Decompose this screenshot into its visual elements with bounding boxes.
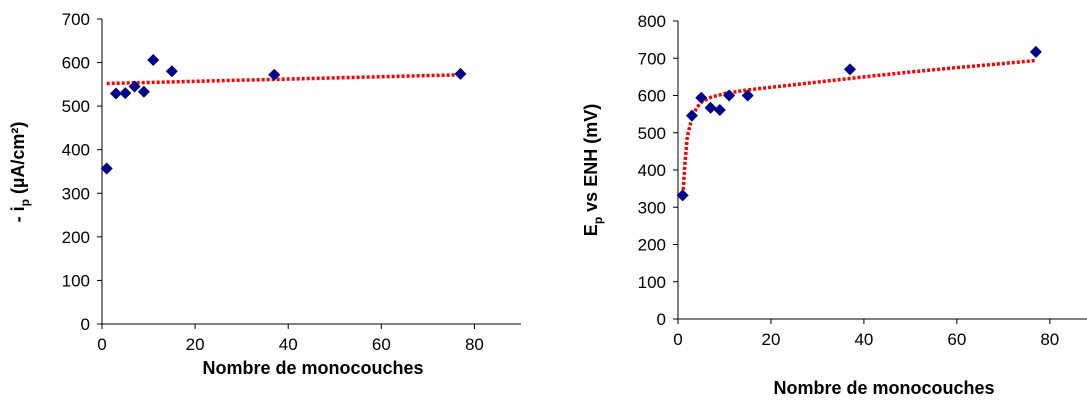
data-point <box>137 85 150 98</box>
y-tick-label: 400 <box>62 141 90 160</box>
data-point <box>165 65 178 78</box>
trendline <box>680 58 1037 200</box>
trendline <box>106 73 461 86</box>
x-tick-label: 0 <box>673 330 682 349</box>
data-point <box>695 91 708 104</box>
data-point <box>713 104 726 117</box>
x-tick-label: 20 <box>186 335 205 354</box>
x-tick-label: 60 <box>947 330 966 349</box>
x-tick-label: 80 <box>1040 330 1059 349</box>
x-axis-label: Nombre de monocouches <box>202 358 423 378</box>
y-tick-label: 0 <box>657 310 666 329</box>
y-tick-label: 100 <box>62 271 90 290</box>
y-tick-label: 200 <box>62 228 90 247</box>
data-point <box>685 109 698 122</box>
x-tick-label: 40 <box>854 330 873 349</box>
data-point <box>109 87 122 100</box>
data-point <box>100 162 113 175</box>
data-point <box>723 89 736 102</box>
x-tick-label: 60 <box>372 335 391 354</box>
y-tick-label: 700 <box>638 49 666 68</box>
y-axis-label: Ep vs ENH (mV) <box>581 104 605 236</box>
chart-ip-vs-monolayers: 0 100 200 300 400 500 600 700 0 20 40 60 80 Nombre … <box>8 10 521 378</box>
y-tick-label: 400 <box>638 161 666 180</box>
y-tick-label: 600 <box>638 87 666 106</box>
y-axis-label: - ip (µA/cm²) <box>8 122 32 223</box>
y-tick-label: 100 <box>638 273 666 292</box>
chart-ep-vs-monolayers: 0 100 200 300 400 500 600 700 800 0 20 40 60 80 Nomb… <box>581 12 1087 398</box>
data-point <box>119 87 132 100</box>
data-point <box>704 101 717 114</box>
data-point <box>741 89 754 102</box>
data-point <box>128 80 141 93</box>
x-tick-label: 20 <box>761 330 780 349</box>
data-point <box>454 67 467 80</box>
data-point <box>268 68 281 81</box>
data-point <box>147 53 160 66</box>
data-point <box>676 189 689 202</box>
y-tick-label: 500 <box>638 124 666 143</box>
x-tick-label: 0 <box>97 335 106 354</box>
y-tick-label: 200 <box>638 236 666 255</box>
y-tick-label: 0 <box>81 315 90 334</box>
x-tick-label: 40 <box>279 335 298 354</box>
y-tick-label: 600 <box>62 54 90 73</box>
y-tick-label: 500 <box>62 97 90 116</box>
data-point <box>843 63 856 76</box>
data-point <box>1029 45 1042 58</box>
x-axis-label: Nombre de monocouches <box>773 378 994 398</box>
y-tick-label: 800 <box>638 12 666 31</box>
y-tick-label: 300 <box>62 184 90 203</box>
x-tick-label: 80 <box>465 335 484 354</box>
y-tick-label: 300 <box>638 198 666 217</box>
y-tick-label: 700 <box>62 10 90 29</box>
